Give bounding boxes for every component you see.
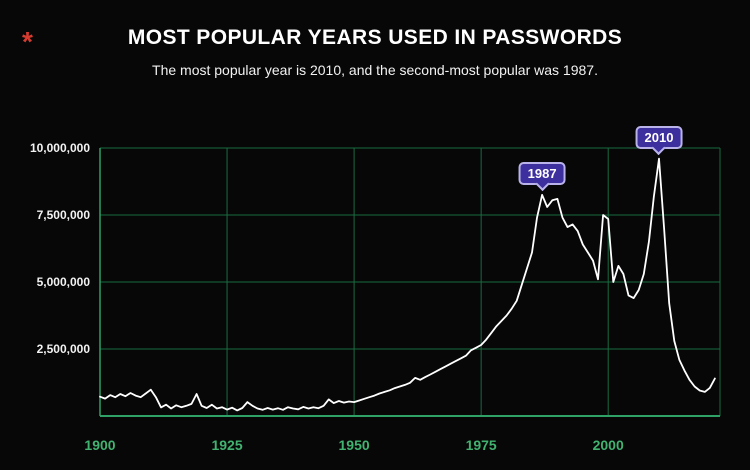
annotation-1987: 1987	[518, 161, 566, 185]
chart-title: MOST POPULAR YEARS USED IN PASSWORDS	[127, 26, 623, 49]
x-tick-label: 1975	[466, 437, 497, 453]
x-tick-label: 1950	[339, 437, 370, 453]
chart-subtitle: The most popular year is 2010, and the s…	[152, 62, 598, 78]
line-chart: 2,500,000 5,000,000 7,500,000 10,000,000 190…	[0, 116, 750, 470]
x-tick-label: 2000	[593, 437, 624, 453]
annotation-1987-label: 1987	[527, 165, 557, 181]
annotation-2010-label: 2010	[644, 129, 674, 145]
chart-canvas: 2,500,000 5,000,000 7,500,000 10,000,000 190…	[30, 141, 721, 453]
y-tick-label: 10,000,000	[30, 141, 90, 155]
series-line	[99, 157, 716, 412]
annotation-2010: 2010	[635, 125, 683, 149]
y-tick-label: 5,000,000	[37, 275, 91, 289]
x-tick-label: 1900	[84, 437, 115, 453]
x-tick-label: 1925	[211, 437, 242, 453]
y-tick-label: 2,500,000	[37, 342, 91, 356]
y-tick-label: 7,500,000	[37, 208, 91, 222]
brand-asterisk-icon: *	[22, 26, 33, 57]
